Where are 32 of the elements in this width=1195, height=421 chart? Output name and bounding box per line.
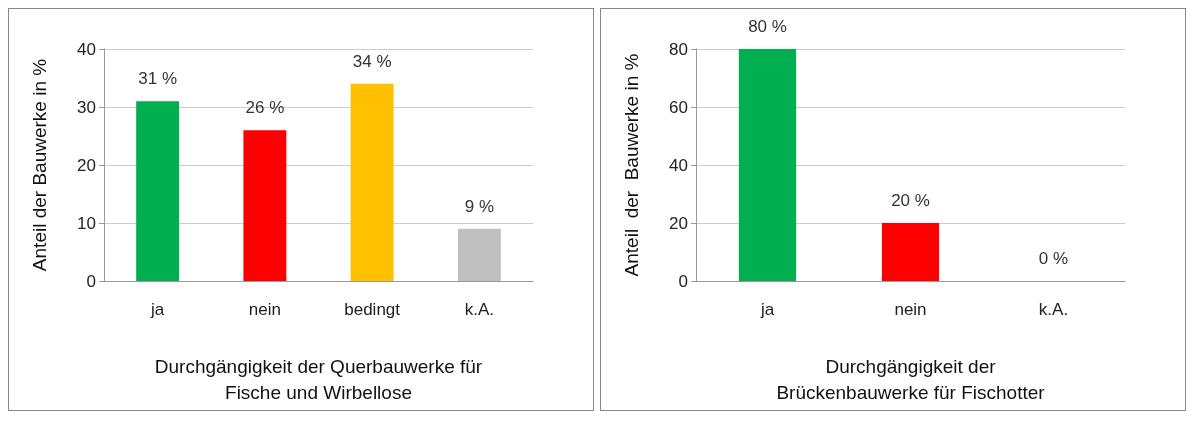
x-tick-label: nein <box>248 300 281 319</box>
data-label: 26 % <box>245 98 285 118</box>
y-axis-title: Anteil der Bauwerke in % <box>29 58 50 272</box>
x-axis-title: Durchgängigkeit der Querbauwerke für Fische und Wirbellose <box>154 355 483 403</box>
data-label: 20 % <box>891 191 930 210</box>
y-tick-label: 40 <box>669 155 688 175</box>
x-tick-label: k.A. <box>1038 300 1069 319</box>
bar <box>243 130 287 281</box>
y-axis-title: Anteil der Bauwerke in % <box>621 53 642 277</box>
y-tick-label: 80 <box>669 39 688 59</box>
x-tick-label: k.A. <box>464 300 495 319</box>
bar <box>350 83 394 281</box>
x-tick-label: nein <box>894 300 927 319</box>
data-label: 34 % <box>352 51 392 71</box>
bar <box>457 228 501 281</box>
x-tick-label: bedingt <box>344 300 401 319</box>
y-tick-label: 0 <box>678 271 688 291</box>
x-tick-label: ja <box>150 300 165 319</box>
y-tick-label: 20 <box>669 213 688 233</box>
y-tick-label: 30 <box>77 97 96 117</box>
x-axis-title: Durchgängigkeit der Brückenbauwerke für Fischotter <box>776 355 1046 403</box>
y-tick-label: 0 <box>86 271 96 291</box>
y-tick-label: 10 <box>77 213 96 233</box>
y-tick-label: 40 <box>77 39 96 59</box>
y-tick-label: 60 <box>669 97 688 117</box>
bar <box>136 101 180 281</box>
x-tick-label: ja <box>759 300 775 319</box>
data-label: 80 % <box>748 17 787 36</box>
data-label: 31 % <box>138 69 177 89</box>
y-tick-label: 20 <box>77 155 96 175</box>
data-label: 0 % <box>1038 249 1069 268</box>
data-label: 9 % <box>464 196 495 216</box>
